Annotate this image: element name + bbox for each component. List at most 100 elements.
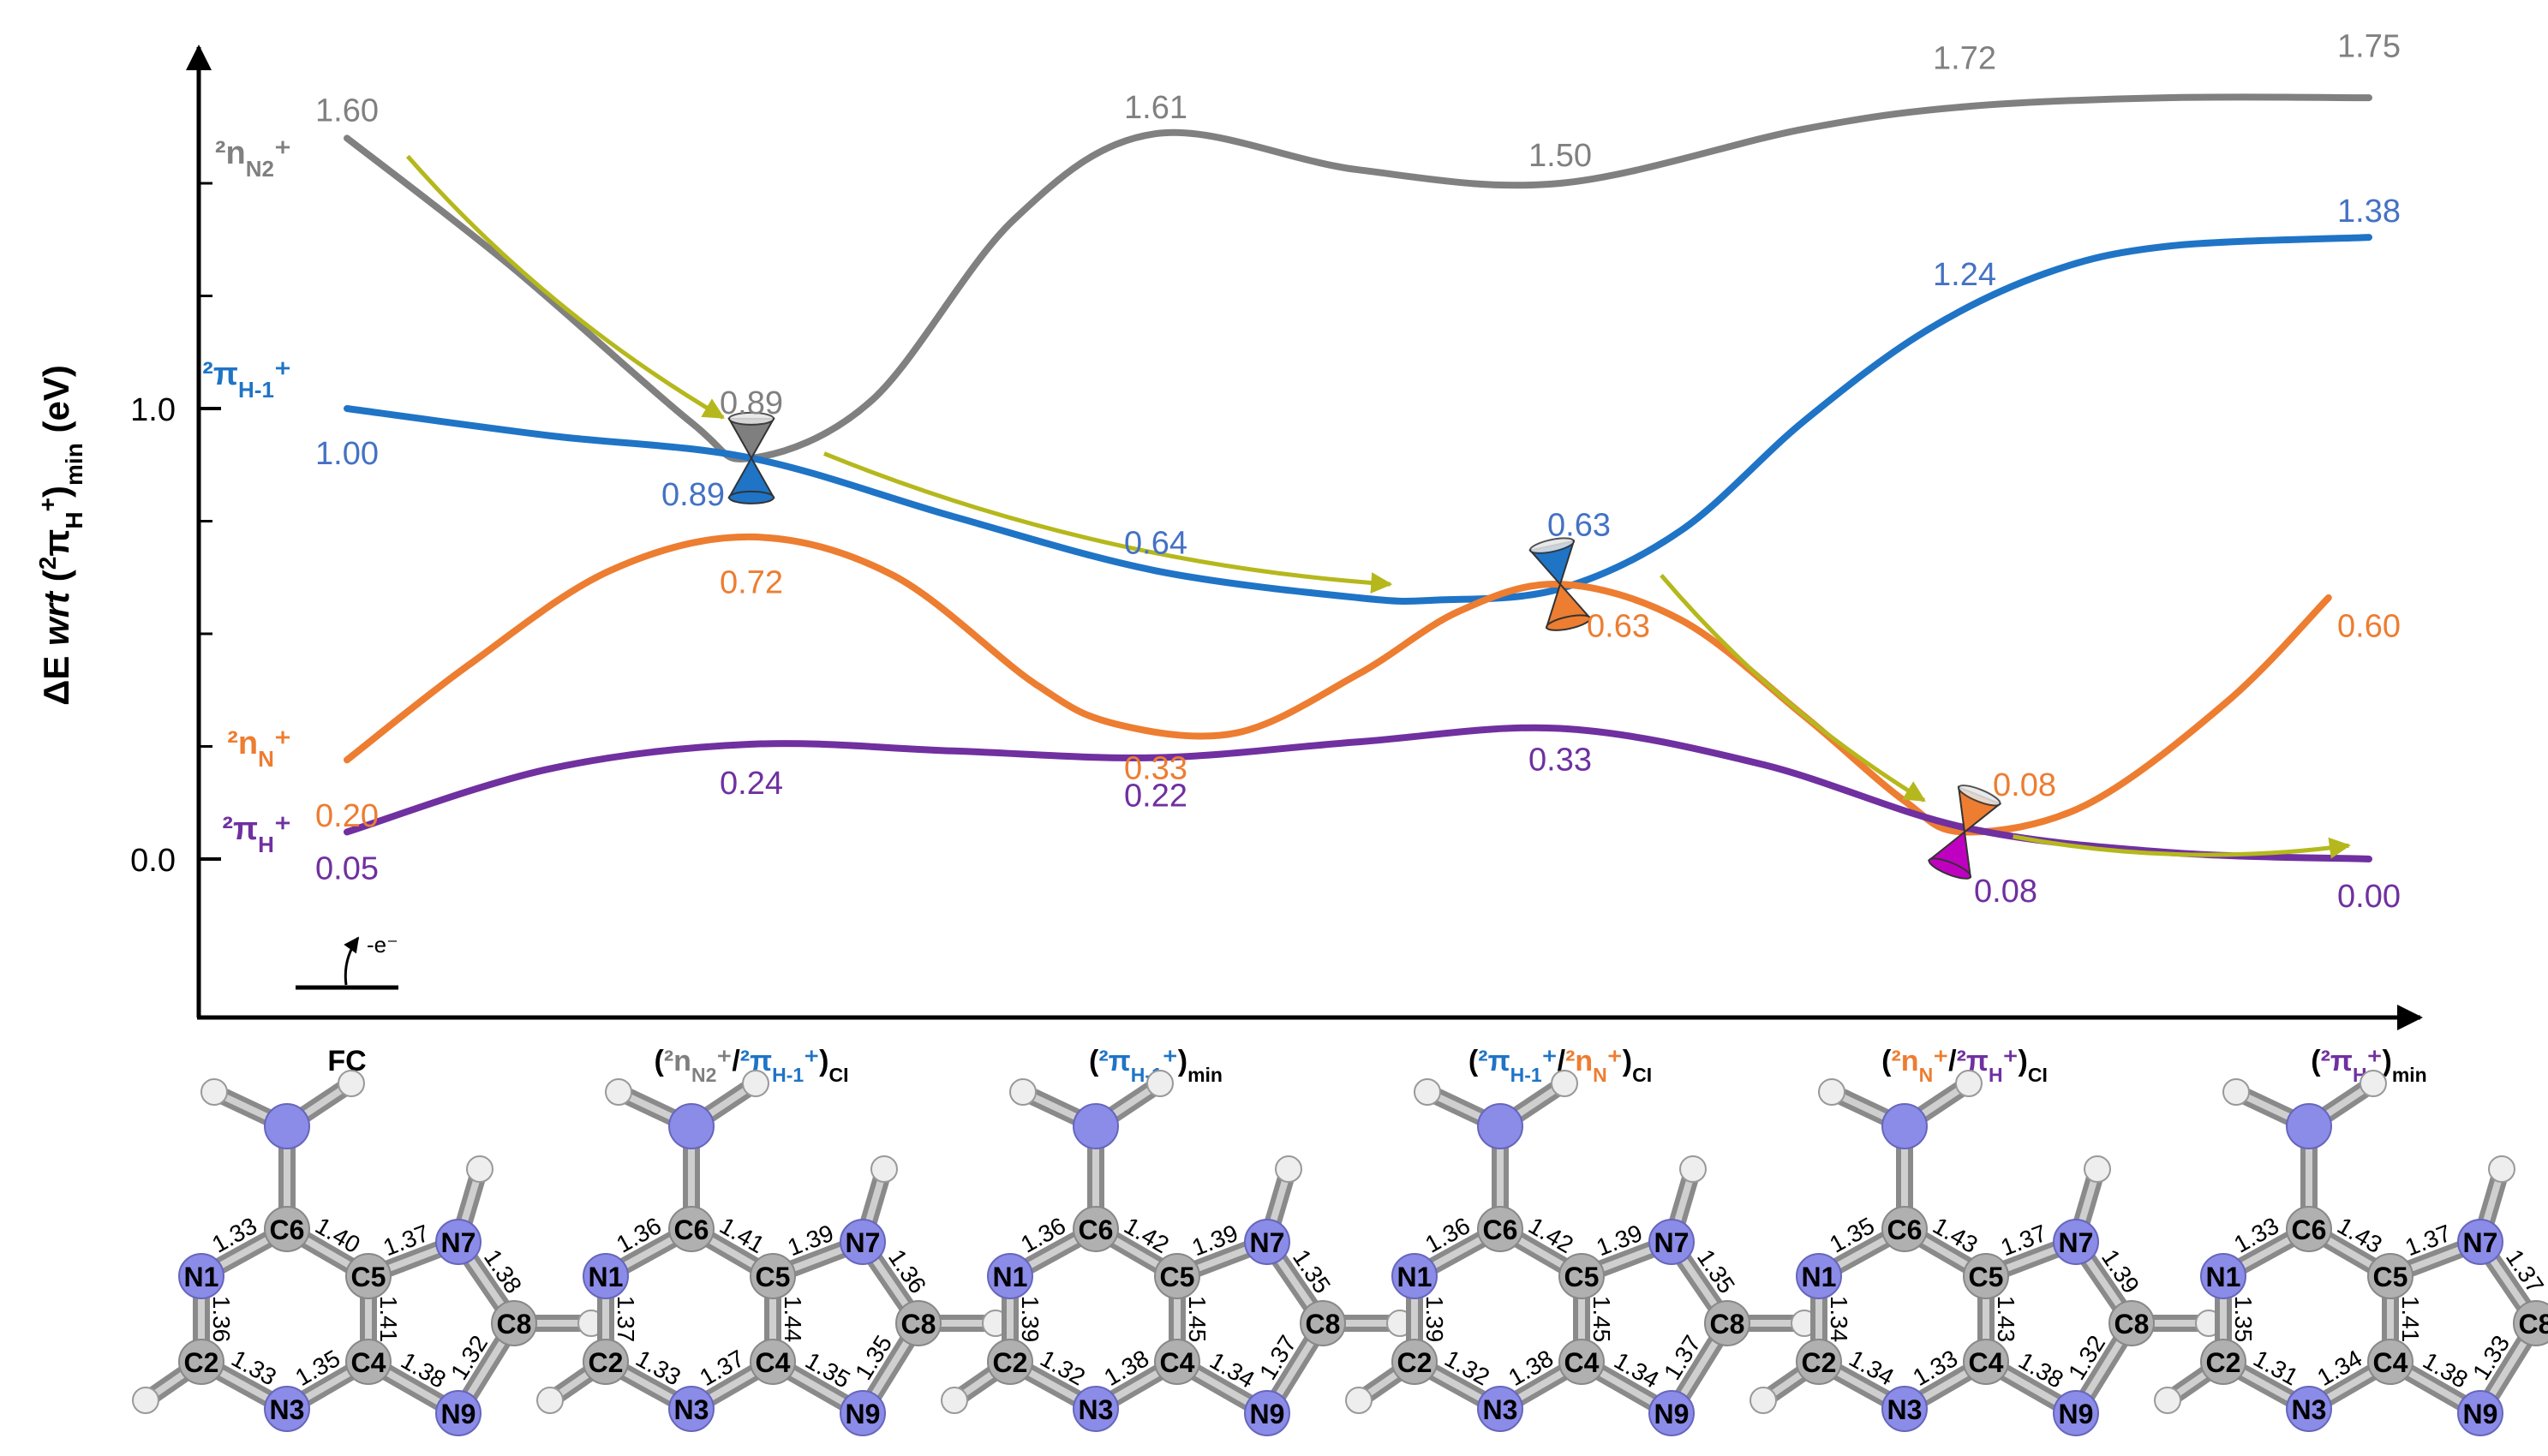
atom-c8 (2513, 1300, 2548, 1346)
atom-label: N7 (441, 1227, 476, 1258)
orange-data-label: 0.72 (720, 564, 783, 600)
gray-data-label: 1.61 (1124, 90, 1187, 126)
atom-c8 (491, 1300, 537, 1346)
atom-label: C6 (1483, 1214, 1518, 1245)
conical-intersection-icon (727, 411, 775, 504)
atom-label: C4 (1969, 1347, 2004, 1378)
atom-label: C8 (901, 1309, 936, 1340)
bond-length-label: 1.39 (1421, 1296, 1448, 1343)
atom-c2 (583, 1339, 629, 1385)
atom-label: C2 (993, 1347, 1028, 1378)
atom-c8 (1704, 1300, 1750, 1346)
hydrogen-atom (1679, 1155, 1707, 1183)
hydrogen-atom (2360, 1070, 2387, 1097)
atom-label: C5 (756, 1262, 791, 1292)
atom-c2 (1391, 1339, 1438, 1385)
conical-intersection-icon (1927, 785, 2002, 880)
amino-nitrogen-atom (1073, 1103, 1119, 1149)
atom-label: N9 (2059, 1399, 2094, 1429)
hydrogen-atom (2488, 1155, 2515, 1183)
atom-n9 (1244, 1390, 1290, 1436)
atom-c4 (1154, 1339, 1200, 1385)
atom-label: C8 (1306, 1309, 1341, 1340)
bond-length-label: 1.45 (1184, 1296, 1211, 1343)
hydrogen-atom (338, 1070, 365, 1097)
atom-label: C6 (674, 1214, 709, 1245)
hydrogen-atom (1275, 1155, 1302, 1183)
atom-n3 (1881, 1386, 1928, 1432)
blue-data-label: 0.63 (1547, 508, 1611, 544)
bond-length-label: 1.44 (780, 1296, 806, 1343)
hydrogen-atom (1146, 1070, 1174, 1097)
atom-c5 (1963, 1253, 2009, 1299)
atom-n3 (264, 1386, 310, 1432)
cone-lower-rim (1546, 614, 1592, 631)
atom-n1 (178, 1253, 224, 1299)
hydrogen-atom (870, 1155, 898, 1183)
atom-label: N9 (1654, 1399, 1690, 1429)
gray-data-label: 1.72 (1933, 40, 1996, 76)
y-axis-title: ΔE wrt (2πH+)min (eV) (34, 365, 87, 706)
bond-length-label: 1.34 (1826, 1296, 1852, 1343)
atom-n3 (1477, 1386, 1523, 1432)
conical-intersections (727, 411, 2002, 880)
atom-label: N3 (2292, 1394, 2327, 1425)
atom-label: N7 (2463, 1227, 2498, 1258)
atom-label: N7 (1654, 1227, 1690, 1258)
x-tick-label: (²nN2⁺/²πH-1⁺)CI (655, 1045, 849, 1086)
atom-label: N1 (1397, 1262, 1433, 1292)
ionization-label: -e⁻ (367, 932, 398, 958)
orange-state-label: ²nN⁺ (227, 725, 291, 772)
atom-c8 (1300, 1300, 1346, 1346)
blue-state-curve (344, 234, 2372, 606)
atom-label: C4 (2373, 1347, 2408, 1378)
hydrogen-atom (1414, 1078, 1441, 1106)
hydrogen-atom (2154, 1387, 2181, 1414)
atom-c4 (1963, 1339, 2009, 1385)
atom-n7 (2053, 1219, 2099, 1265)
pathway-arrow (1660, 574, 1926, 803)
data-labels: 1.60 0.89 1.61 1.50 1.72 1.75 1.00 0.89 0.64 0.63… (315, 29, 2401, 916)
energy-curves (344, 93, 2372, 862)
pathway-arrow (405, 154, 726, 420)
atom-label: N3 (1079, 1394, 1114, 1425)
cone-lower-rim (1928, 857, 1972, 880)
amino-nitrogen-atom (668, 1103, 715, 1149)
hydrogen-atom (605, 1078, 632, 1106)
amino-nitrogen-atom (1881, 1103, 1928, 1149)
atom-label: N9 (2463, 1399, 2498, 1429)
atom-label: C2 (1802, 1347, 1837, 1378)
hydrogen-atom (2222, 1078, 2250, 1106)
ionization-icon: -e⁻ (296, 932, 398, 990)
purple-state-label: ²πH⁺ (222, 811, 291, 857)
atom-label: C8 (1710, 1309, 1745, 1340)
hydrogen-atom (2084, 1155, 2111, 1183)
atom-label: N1 (2206, 1262, 2241, 1292)
atom-n9 (2457, 1390, 2503, 1436)
hydrogen-atom (1551, 1070, 1578, 1097)
atom-label: C5 (1160, 1262, 1195, 1292)
atom-n7 (1244, 1219, 1290, 1265)
bond-length-label: 1.36 (208, 1296, 235, 1343)
atom-c2 (987, 1339, 1033, 1385)
purple-state-curve (344, 724, 2372, 862)
atom-c5 (345, 1253, 392, 1299)
orange-data-label: 0.33 (1124, 750, 1187, 786)
atom-label: N1 (993, 1262, 1028, 1292)
atom-label: C8 (497, 1309, 532, 1340)
atom-label: C2 (1397, 1347, 1433, 1378)
atom-c6 (1073, 1206, 1119, 1252)
atom-n1 (1391, 1253, 1438, 1299)
orange-data-label: 0.20 (315, 798, 379, 834)
blue-data-label: 1.38 (2337, 194, 2401, 230)
atom-label: C4 (1564, 1347, 1600, 1378)
atom-c6 (668, 1206, 715, 1252)
atom-c5 (2367, 1253, 2413, 1299)
amino-nitrogen-atom (1477, 1103, 1523, 1149)
atom-c6 (1881, 1206, 1928, 1252)
bond-length-label: 1.41 (2397, 1296, 2424, 1343)
hydrogen-atom (941, 1387, 968, 1414)
atom-n3 (668, 1386, 715, 1432)
hydrogen-atom (742, 1070, 769, 1097)
